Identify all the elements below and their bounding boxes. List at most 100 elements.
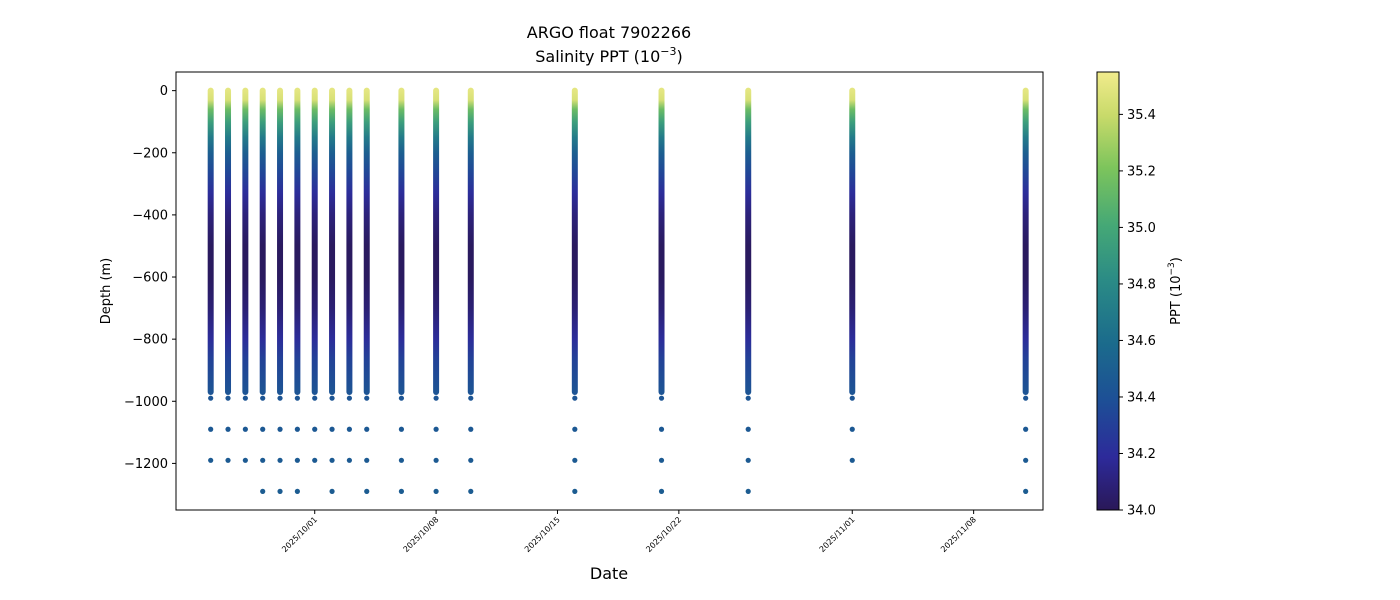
y-tick-label: −600: [132, 271, 168, 286]
profile-column-16: [745, 87, 752, 395]
data-point: [346, 457, 352, 463]
x-axis: 2025/10/01 2025/10/08 2025/10/15 2025/10/22…: [280, 510, 978, 554]
data-point: [658, 457, 665, 463]
data-point: [260, 395, 266, 401]
data-point: [745, 457, 751, 463]
data-point: [433, 426, 439, 432]
data-point: [398, 395, 405, 401]
profile-column-10: [363, 87, 370, 395]
data-point: [208, 426, 214, 432]
data-point: [242, 426, 248, 432]
data-point: [468, 395, 474, 401]
data-point: [745, 395, 751, 401]
profile-column-6: [294, 87, 301, 395]
x-axis-label: Date: [590, 564, 628, 583]
y-tick-label: −800: [132, 333, 168, 348]
y-axis: 0 −200 −400 −600 −800 −1000 −1200: [124, 84, 176, 472]
y-axis-label: Depth (m): [99, 258, 114, 325]
data-point: [260, 457, 266, 463]
data-point: [329, 426, 335, 432]
data-point: [1023, 457, 1029, 463]
data-point: [242, 395, 248, 401]
data-point: [849, 426, 855, 432]
profile-column-18: [1022, 87, 1029, 395]
data-point: [849, 457, 855, 463]
colorbar-label: PPT (10−3): [1167, 257, 1184, 325]
x-tick-label: 2025/11/01: [818, 515, 857, 554]
data-point: [260, 426, 266, 432]
profile-column-4: [259, 87, 266, 395]
x-tick-label: 2025/10/22: [644, 515, 683, 554]
y-tick-label: −1000: [124, 395, 168, 410]
profile-column-12: [433, 87, 440, 395]
profile-column-3: [242, 87, 249, 395]
colorbar-label-suffix: ): [1169, 257, 1184, 262]
data-point: [225, 395, 231, 401]
data-point: [208, 395, 214, 401]
x-tick-label: 2025/10/01: [280, 515, 319, 554]
plot-frame: [175, 71, 1044, 511]
data-point: [364, 457, 370, 463]
data-point: [468, 488, 474, 494]
data-point: [572, 395, 578, 401]
data-point: [329, 457, 335, 463]
data-point: [572, 488, 578, 494]
data-point: [398, 457, 405, 463]
chart-subtitle-prefix: Salinity PPT (10: [535, 47, 660, 66]
data-point: [277, 457, 283, 463]
y-tick-label: −200: [132, 146, 168, 161]
data-point: [433, 457, 439, 463]
data-point: [745, 488, 751, 494]
data-point: [312, 395, 318, 401]
data-point: [1023, 488, 1029, 494]
colorbar-tick-label: 34.8: [1127, 277, 1156, 292]
data-point: [294, 457, 300, 463]
data-point: [572, 426, 578, 432]
data-point: [329, 488, 335, 494]
profile-column-5: [277, 87, 284, 395]
x-tick-label: 2025/10/08: [402, 515, 441, 554]
data-point: [225, 457, 231, 463]
data-point: [398, 488, 405, 494]
colorbar-tick-label: 35.4: [1127, 108, 1156, 123]
data-point: [294, 488, 300, 494]
data-point: [329, 395, 335, 401]
chart-title: ARGO float 7902266: [527, 23, 691, 42]
data-point: [260, 488, 266, 494]
data-point: [468, 426, 474, 432]
data-point: [1023, 426, 1029, 432]
colorbar-tick-label: 34.2: [1127, 447, 1156, 462]
data-point: [849, 395, 855, 401]
data-point: [242, 457, 248, 463]
colorbar-tick-label: 34.4: [1127, 390, 1156, 405]
y-tick-label: −1200: [124, 457, 168, 472]
colorbar-label-prefix: PPT (10: [1169, 275, 1184, 324]
data-point: [433, 395, 439, 401]
profile-column-7: [311, 87, 318, 395]
data-point: [1023, 395, 1029, 401]
y-tick-label: −400: [132, 208, 168, 223]
colorbar-tick-label: 34.6: [1127, 334, 1156, 349]
data-point: [277, 395, 283, 401]
data-point: [658, 426, 665, 432]
profile-column-11: [398, 87, 405, 395]
data-point: [277, 426, 283, 432]
data-point: [312, 457, 318, 463]
colorbar-tick-label: 35.2: [1127, 164, 1156, 179]
profile-column-17: [849, 87, 856, 395]
colorbar-tick-label: 35.0: [1127, 221, 1156, 236]
data-point: [294, 426, 300, 432]
data-point: [208, 457, 214, 463]
data-point: [658, 395, 665, 401]
data-point: [277, 488, 283, 494]
data-point: [572, 457, 578, 463]
data-point: [312, 426, 318, 432]
data-point: [364, 426, 370, 432]
colorbar-label-sup: −3: [1167, 262, 1177, 275]
data-point: [433, 488, 439, 494]
data-point: [364, 488, 370, 494]
chart-subtitle-sup: −3: [660, 45, 676, 58]
chart-subtitle: Salinity PPT (10−3): [535, 45, 683, 66]
